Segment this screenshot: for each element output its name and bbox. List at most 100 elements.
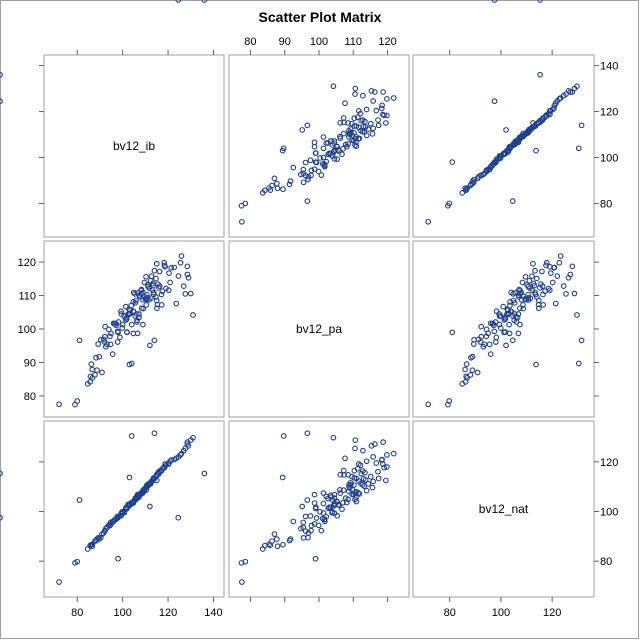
point-bv12_ib-vs-bv12_nat [115, 555, 121, 562]
point-bv12_ib-vs-bv12_pa [119, 325, 126, 331]
diagonal-label-bv12_pa: bv12_pa [296, 322, 342, 336]
point-bv12_nat-vs-bv12_pa [548, 270, 554, 276]
point-bv12_ib-vs-bv12_pa [182, 291, 189, 297]
y-tick-label-right-bv12_nat: 120 [600, 457, 618, 469]
point-bv12_nat-vs-bv12_pa [446, 398, 453, 404]
point-bv12_pa-vs-bv12_ib [300, 170, 307, 177]
point-bv12_ib-vs-bv12_pa [158, 302, 165, 308]
point-bv12_pa-vs-bv12_nat [307, 513, 314, 519]
point-bv12_pa-vs-bv12_nat [274, 543, 281, 550]
point-bv12_pa-vs-bv12_nat [384, 451, 390, 458]
y-tick-label-right-bv12_ib: 100 [600, 152, 618, 164]
point-bv12_pa-vs-bv12_nat [266, 541, 272, 548]
point-bv12_pa-vs-bv12_nat [312, 555, 319, 562]
point-bv12_nat-vs-bv12_pa [492, 319, 499, 325]
point-bv12_pa-vs-bv12_ib [373, 107, 380, 114]
point-bv12_ib-vs-bv12_pa [92, 372, 98, 378]
y-tick-label-left-bv12_pa: 120 [18, 257, 36, 269]
point-bv12_pa-vs-bv12_ib [360, 92, 366, 99]
point-bv12_pa-vs-bv12_ib [370, 98, 377, 104]
point-bv12_pa-vs-bv12_ib [379, 111, 386, 118]
point-bv12_ib-vs-bv12_pa [151, 267, 158, 274]
point-bv12_nat-vs-bv12_pa [537, 284, 543, 291]
y-tick-label-left-bv12_pa: 90 [24, 357, 36, 369]
point-bv12_ib-vs-bv12_pa [107, 333, 113, 340]
point-bv12_ib-vs-bv12_nat [184, 441, 191, 448]
point-bv12_pa-vs-bv12_nat [390, 450, 397, 457]
point-bv12_pa-vs-bv12_nat [379, 456, 385, 463]
point-bv12_pa-vs-bv12_nat [311, 491, 318, 498]
point-bv12_nat-vs-bv12_ib [537, 71, 543, 78]
point-bv12_pa-vs-bv12_nat [373, 460, 380, 466]
point-bv12_nat-vs-bv12_pa [567, 271, 574, 278]
point-bv12_ib-vs-bv12_pa [114, 339, 121, 345]
point-bv12_nat-vs-bv12_pa [514, 314, 521, 321]
point-bv12_nat-vs-bv12_pa [537, 0, 543, 3]
point-bv12_pa-vs-bv12_ib [308, 167, 315, 174]
point-bv12_pa-vs-bv12_nat [340, 487, 347, 493]
point-bv12_pa-vs-bv12_nat [279, 474, 286, 481]
point-bv12_pa-vs-bv12_nat [337, 487, 343, 493]
point-bv12_pa-vs-bv12_nat [331, 491, 338, 498]
point-bv12_pa-vs-bv12_ib [360, 123, 367, 130]
point-bv12_ib-vs-bv12_pa [171, 264, 178, 271]
point-bv12_ib-vs-bv12_pa [153, 260, 160, 267]
point-bv12_pa-vs-bv12_nat [352, 437, 359, 444]
y-tick-label-left-bv12_pa: 110 [18, 291, 36, 303]
point-bv12_pa-vs-bv12_ib [307, 157, 314, 164]
point-bv12_ib-vs-bv12_pa [115, 319, 122, 325]
point-bv12_nat-vs-bv12_pa [530, 260, 536, 267]
point-bv12_nat-vs-bv12_ib [425, 218, 432, 225]
point-bv12_ib-vs-bv12_pa [126, 361, 133, 368]
point-bv12_pa-vs-bv12_nat [375, 468, 381, 475]
point-bv12_pa-vs-bv12_ib [269, 182, 275, 189]
panel-bv12_nat-by-bv12_nat [412, 420, 595, 598]
point-bv12_pa-vs-bv12_ib [330, 83, 337, 90]
point-bv12_ib-vs-bv12_pa [115, 329, 121, 336]
point-bv12_nat-vs-bv12_pa [491, 328, 498, 335]
point-bv12_pa-vs-bv12_nat [290, 518, 297, 525]
point-bv12_ib-vs-bv12_nat [168, 457, 175, 463]
x-tick-label-bottom-bv12_ib: 120 [159, 607, 177, 619]
point-bv12_nat-vs-bv12_ib [567, 89, 574, 95]
point-bv12_pa-vs-bv12_nat [320, 490, 327, 496]
point-bv12_pa-vs-bv12_nat [273, 536, 280, 542]
point-bv12_pa-vs-bv12_ib [304, 122, 311, 129]
point-bv12_pa-vs-bv12_nat [337, 471, 344, 478]
point-bv12_nat-vs-bv12_pa [560, 283, 567, 290]
point-bv12_pa-vs-bv12_ib [242, 200, 249, 207]
panel-bv12_ib-by-bv12_nat [412, 54, 595, 238]
point-bv12_pa-vs-bv12_ib [327, 138, 334, 145]
point-bv12_pa-vs-bv12_nat [331, 495, 338, 501]
point-bv12_pa-vs-bv12_nat [342, 455, 348, 462]
point-bv12_ib-vs-bv12_nat [76, 497, 83, 503]
point-bv12_nat-vs-bv12_pa [493, 334, 500, 341]
point-bv12_ib-vs-bv12_pa [150, 289, 157, 296]
point-bv12_pa-vs-bv12_ib [340, 130, 347, 137]
point-bv12_pa-vs-bv12_ib [302, 159, 309, 166]
point-bv12_nat-vs-bv12_pa [515, 330, 522, 337]
point-bv12_pa-vs-bv12_nat [0, 514, 3, 521]
point-bv12_nat-vs-bv12_ib [469, 178, 476, 184]
point-bv12_ib-vs-bv12_pa [143, 273, 149, 280]
point-bv12_ib-vs-bv12_pa [128, 321, 135, 328]
point-bv12_pa-vs-bv12_nat [340, 499, 346, 506]
point-bv12_ib-vs-bv12_pa [185, 274, 192, 281]
point-bv12_pa-vs-bv12_nat [369, 484, 376, 491]
point-bv12_nat-vs-bv12_pa [533, 275, 540, 282]
point-bv12_pa-vs-bv12_nat [327, 492, 334, 499]
point-bv12_ib-vs-bv12_pa [144, 292, 150, 298]
point-bv12_nat-vs-bv12_pa [462, 366, 468, 373]
point-bv12_ib-vs-bv12_pa [173, 300, 180, 307]
point-bv12_nat-vs-bv12_ib [471, 176, 477, 183]
panel-bv12_nat-by-bv12_ib [43, 420, 225, 598]
point-bv12_pa-vs-bv12_ib [345, 141, 351, 147]
point-bv12_ib-vs-bv12_pa [180, 283, 187, 290]
point-bv12_nat-vs-bv12_pa [519, 279, 526, 286]
point-bv12_ib-vs-bv12_nat [95, 534, 101, 541]
point-bv12_nat-vs-bv12_pa [517, 291, 523, 297]
point-bv12_pa-vs-bv12_nat [304, 430, 311, 437]
point-bv12_pa-vs-bv12_ib [311, 166, 318, 173]
point-bv12_pa-vs-bv12_nat [280, 433, 287, 439]
panel-bv12_nat-by-bv12_pa [228, 420, 410, 598]
